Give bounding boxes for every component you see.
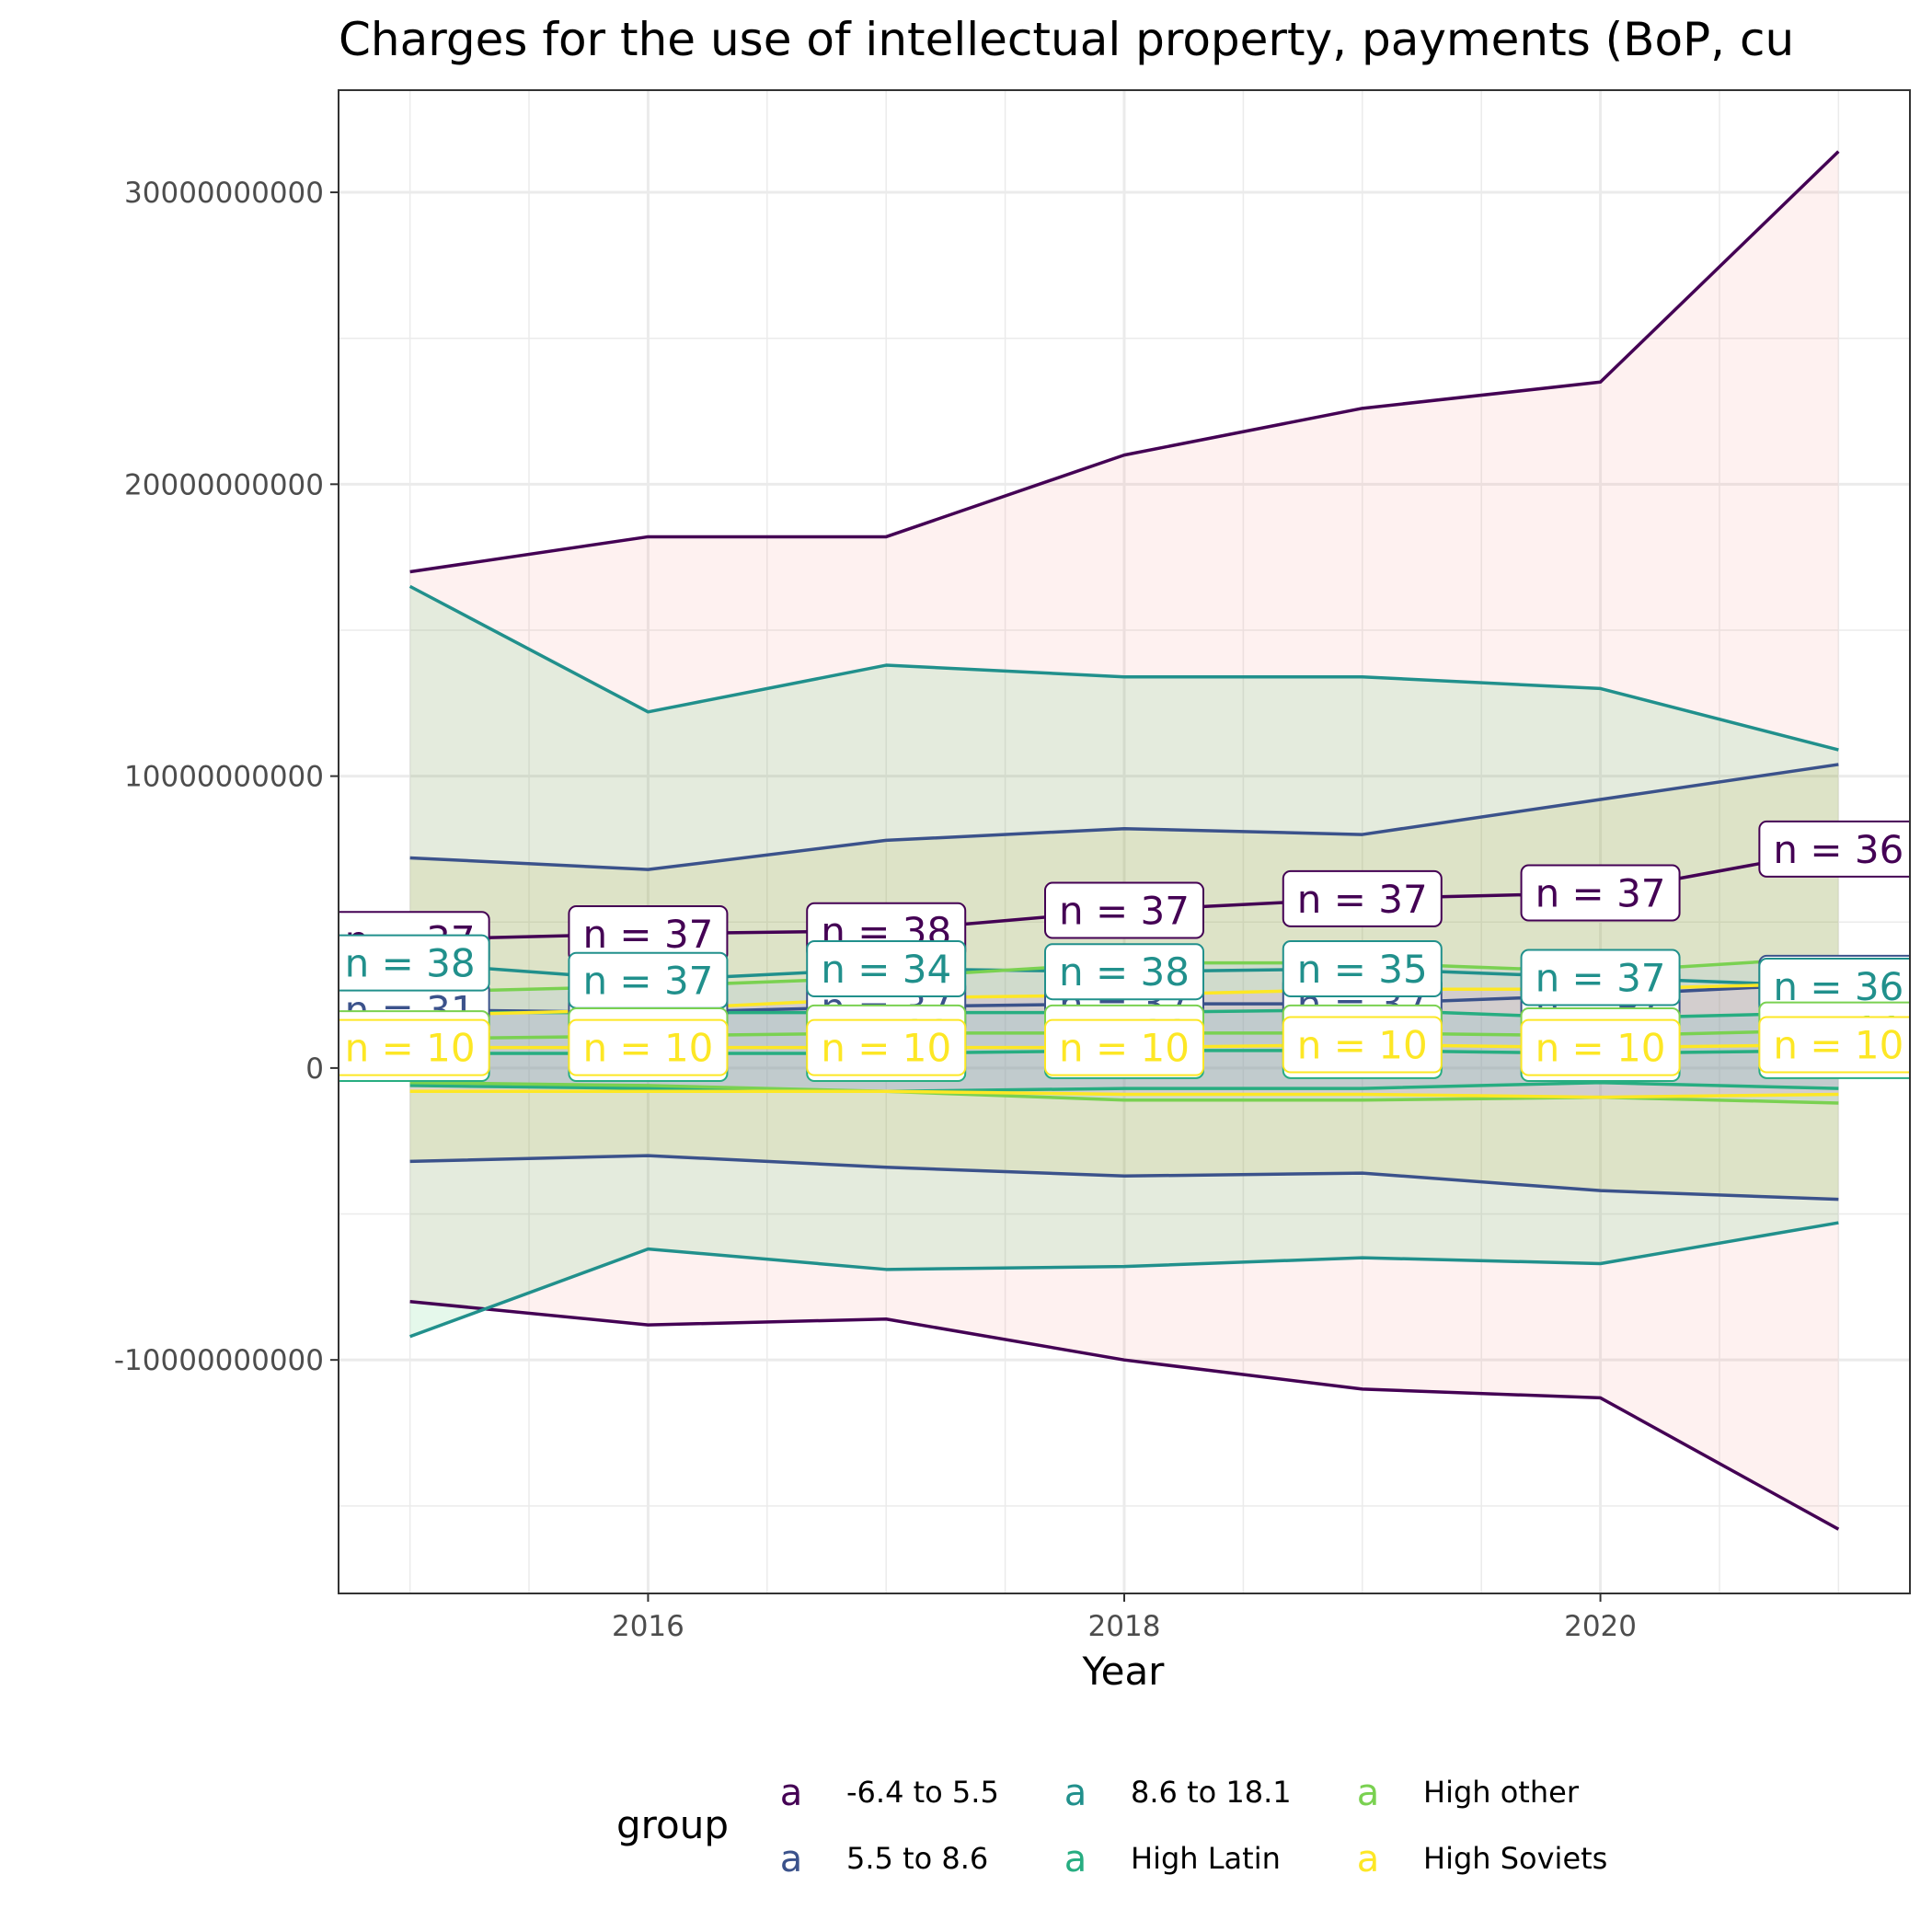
upper-line-series-1 <box>409 763 1839 871</box>
n-label-box <box>1282 940 1443 998</box>
n-label-layer: n = 37n = 37n = 38n = 37n = 37n = 37n = … <box>339 820 1910 1083</box>
legend-title: group <box>616 1802 729 1847</box>
legend-item: a High Latin <box>1064 1838 1281 1880</box>
n-label: n = 38 <box>339 934 490 992</box>
n-label-text: n = 38 <box>1059 949 1190 995</box>
n-label-text: n = 37 <box>582 912 713 957</box>
n-label: n = 35 <box>1282 940 1443 998</box>
legend-key: a <box>1357 1772 1380 1814</box>
n-label-box <box>1520 864 1681 922</box>
n-label: n = 10 <box>339 1018 490 1076</box>
legend: group a -6.4 to 5.5 a 5.5 to 8.6 a 8.6 to 18.… <box>616 1772 1607 1880</box>
legend-key: a <box>1357 1838 1380 1880</box>
legend-label: -6.4 to 5.5 <box>846 1775 999 1810</box>
n-label-box <box>1282 1016 1443 1074</box>
legend-key: a <box>780 1772 803 1814</box>
n-label-box <box>1044 1018 1204 1076</box>
y-tick-label: 10000000000 <box>124 761 324 794</box>
n-label-text: n = 37 <box>1297 877 1428 922</box>
n-label: n = 38 <box>1044 943 1204 1001</box>
axes: 30000000000 20000000000 10000000000 0 -10000… <box>114 177 1637 1643</box>
n-label-box <box>1520 1018 1681 1076</box>
n-label-box <box>1520 949 1681 1006</box>
n-label-text: n = 10 <box>1297 1023 1428 1068</box>
n-label-box <box>1044 943 1204 1001</box>
n-label-text: n = 37 <box>1535 871 1666 916</box>
legend-label: High Latin <box>1131 1841 1281 1876</box>
n-label: n = 10 <box>806 1018 967 1076</box>
n-label: n = 34 <box>806 940 967 998</box>
n-label: n = 10 <box>1044 1018 1204 1076</box>
n-label-text: n = 10 <box>1535 1026 1666 1071</box>
n-label-text: n = 37 <box>1059 889 1190 934</box>
n-label-text: n = 10 <box>345 1026 476 1071</box>
lower-line-series-5 <box>409 1089 1839 1099</box>
n-label: n = 37 <box>1520 864 1681 922</box>
legend-item: a High Soviets <box>1357 1838 1608 1880</box>
n-label-box <box>339 934 490 992</box>
lower-line-series-0 <box>409 1299 1840 1531</box>
legend-items: a -6.4 to 5.5 a 5.5 to 8.6 a 8.6 to 18.1 a High… <box>780 1772 1608 1880</box>
n-label-box <box>568 1018 729 1076</box>
y-tick-label: 0 <box>305 1052 324 1086</box>
n-label-text: n = 10 <box>821 1026 951 1071</box>
n-label-text: n = 37 <box>582 959 713 1004</box>
chart-title: Charges for the use of intellectual prop… <box>339 13 1794 66</box>
n-label-box <box>806 1018 967 1076</box>
n-label-text: n = 10 <box>1773 1023 1903 1068</box>
legend-key: a <box>1064 1838 1087 1880</box>
n-label-text: n = 38 <box>345 941 476 986</box>
x-tick-label: 2020 <box>1564 1610 1637 1643</box>
lower-line-series-2 <box>409 1221 1839 1339</box>
ribbon-series-0 <box>409 151 1839 1530</box>
legend-label: 8.6 to 18.1 <box>1131 1775 1292 1810</box>
n-label: n = 36 <box>1758 820 1910 878</box>
ribbon-layer <box>409 151 1839 1530</box>
y-tick-label: 20000000000 <box>124 468 324 501</box>
upper-line-series-2 <box>408 584 1839 752</box>
n-label-text: n = 34 <box>821 947 951 992</box>
legend-item: a High other <box>1357 1772 1580 1814</box>
n-label: n = 10 <box>568 1018 729 1076</box>
n-label-box <box>339 1018 490 1076</box>
n-label: n = 10 <box>1758 1016 1910 1074</box>
legend-key: a <box>1064 1772 1087 1814</box>
y-tick-label: 30000000000 <box>124 177 324 210</box>
n-label-box <box>806 940 967 998</box>
legend-item: a -6.4 to 5.5 <box>780 1772 999 1814</box>
x-tick-label: 2016 <box>612 1610 684 1643</box>
x-tick-label: 2018 <box>1088 1610 1161 1643</box>
n-label-text: n = 37 <box>1535 956 1666 1001</box>
y-tick-label: -10000000000 <box>114 1344 324 1377</box>
lower-line-series-3 <box>409 1081 1839 1094</box>
n-label: n = 10 <box>1520 1018 1681 1076</box>
legend-item: a 8.6 to 18.1 <box>1064 1772 1292 1814</box>
legend-item: a 5.5 to 8.6 <box>780 1838 989 1880</box>
n-label: n = 37 <box>1282 869 1443 927</box>
legend-label: High other <box>1423 1775 1580 1810</box>
n-label: n = 10 <box>1282 1016 1443 1074</box>
lower-line-series-1 <box>409 1154 1839 1202</box>
n-label: n = 37 <box>1044 881 1204 939</box>
n-label-box <box>1758 1016 1910 1074</box>
x-axis-title: Year <box>1082 1649 1166 1694</box>
upper-line-series-0 <box>409 150 1840 574</box>
legend-label: High Soviets <box>1423 1841 1607 1876</box>
legend-label: 5.5 to 8.6 <box>846 1841 988 1876</box>
legend-key: a <box>780 1838 803 1880</box>
n-label-text: n = 10 <box>582 1026 713 1071</box>
n-label-text: n = 35 <box>1297 947 1428 992</box>
n-label-text: n = 36 <box>1773 827 1903 872</box>
n-label: n = 37 <box>568 904 729 962</box>
n-label: n = 37 <box>1520 949 1681 1006</box>
n-label-box <box>1282 869 1443 927</box>
n-label-text: n = 10 <box>1059 1026 1190 1071</box>
n-label-box <box>1044 881 1204 939</box>
n-label-box <box>1758 820 1910 878</box>
n-label: n = 37 <box>568 951 729 1009</box>
